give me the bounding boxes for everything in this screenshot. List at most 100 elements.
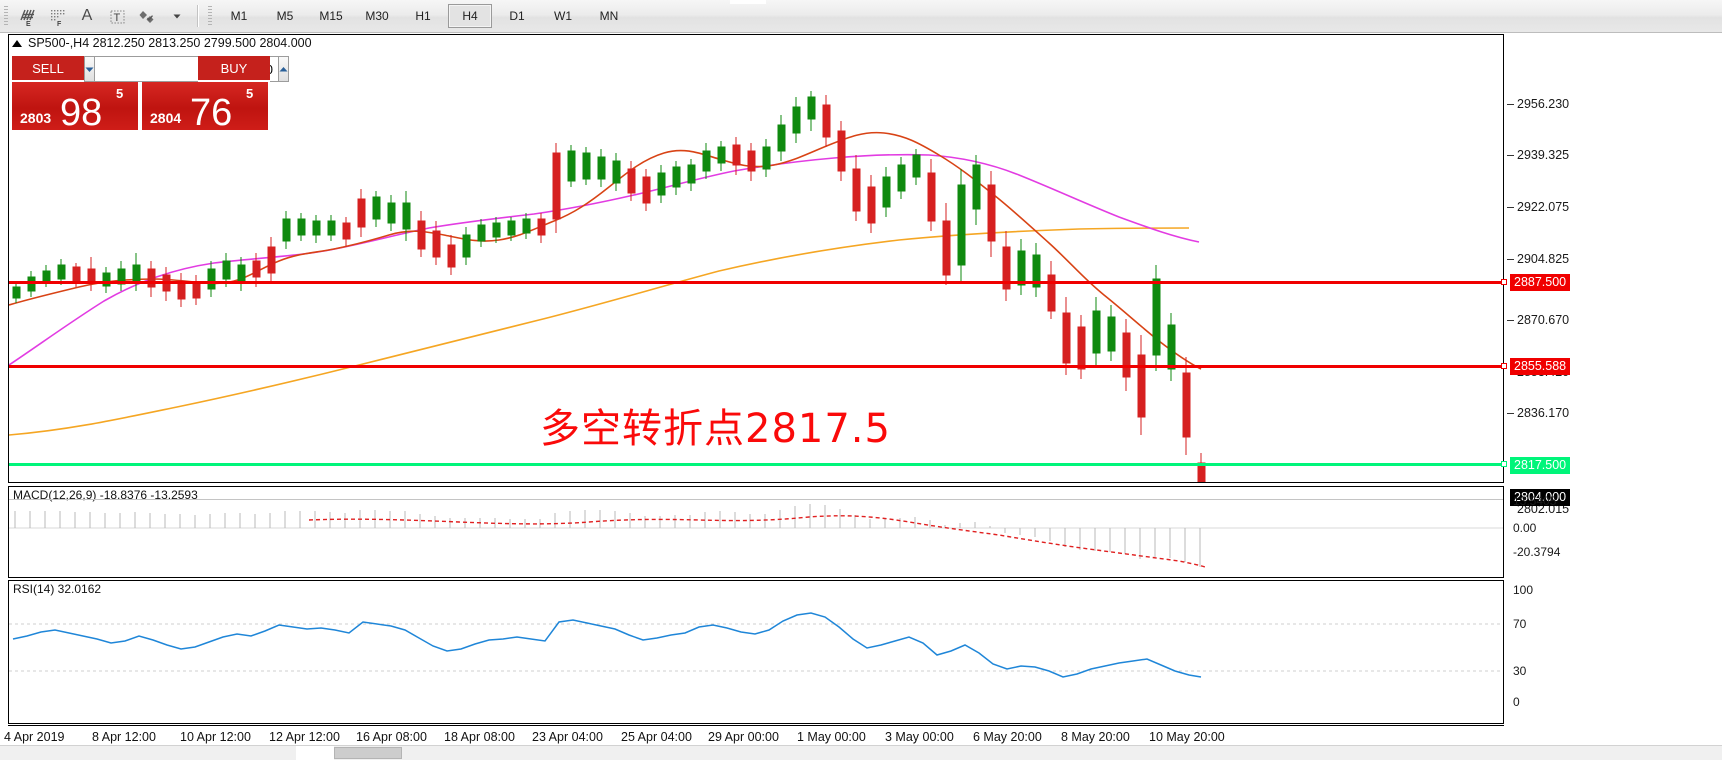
- svg-text:E: E: [26, 21, 31, 26]
- sell-price-major: 98: [60, 92, 103, 130]
- price-tick: [1507, 155, 1514, 156]
- buy-button[interactable]: BUY: [198, 56, 270, 82]
- timeframe-h1[interactable]: H1: [415, 9, 431, 23]
- timeframe-m30[interactable]: M30: [365, 9, 389, 23]
- macd-panel[interactable]: MACD(12,26,9) -18.8376 -13.2593: [8, 486, 1560, 578]
- timeframe-mn[interactable]: MN: [599, 9, 619, 23]
- level-line-2855[interactable]: [9, 363, 1507, 369]
- text-label-icon[interactable]: A: [81, 7, 93, 24]
- ma-slow-line: [9, 227, 1190, 436]
- ma-mid-line: [9, 153, 1200, 366]
- main-toolbar: E F A T M1 M5 M15: [0, 0, 1722, 33]
- macd-scale-label: 0.00: [1513, 521, 1537, 535]
- volume-up-icon[interactable]: [278, 56, 289, 82]
- date-axis-label: 8 Apr 12:00: [92, 730, 156, 744]
- price-axis-label: 2922.075: [1517, 200, 1570, 214]
- level-line-2804-current: [9, 499, 1503, 500]
- date-axis-label: 3 May 00:00: [885, 730, 954, 744]
- buy-price-integer: 2804: [150, 110, 182, 126]
- price-tick: [1507, 104, 1514, 105]
- one-click-top-row: SELL BUY: [12, 56, 289, 82]
- price-axis-label: 2904.825: [1517, 252, 1570, 266]
- current-price-tag[interactable]: 2804.000: [1510, 489, 1571, 506]
- buy-price-major: 76: [190, 92, 233, 130]
- symbol-ohlc-text: SP500-,H4 2812.250 2813.250 2799.500 280…: [28, 36, 312, 50]
- one-click-trading-panel[interactable]: SELL BUY 2803 98 5 2804 76 5: [12, 56, 289, 130]
- date-axis-label: 29 Apr 00:00: [708, 730, 779, 744]
- toolbar-notch: [730, 0, 766, 4]
- date-axis-label: 18 Apr 08:00: [444, 730, 515, 744]
- macd-scale-label: 13.5405: [1513, 494, 1557, 508]
- toolbar-separator: [197, 5, 199, 27]
- toolbar-grip[interactable]: [4, 6, 8, 26]
- sell-price-fraction: 5: [116, 86, 124, 101]
- rsi-scale-label: 0: [1513, 695, 1520, 709]
- rsi-panel[interactable]: RSI(14) 32.0162 100 70 30 0: [8, 580, 1533, 724]
- price-axis[interactable]: 2956.230 2939.325 2922.075 2904.825 2870…: [1505, 34, 1714, 516]
- text-box-icon[interactable]: T: [102, 1, 132, 31]
- sell-price-integer: 2803: [20, 110, 52, 126]
- expert-advisors-icon[interactable]: E: [12, 1, 42, 31]
- price-tick: [1507, 413, 1514, 414]
- support-level-tag[interactable]: 2855.588: [1510, 358, 1571, 375]
- sell-price-display[interactable]: 2803 98 5: [12, 82, 138, 130]
- date-axis-label: 25 Apr 04:00: [621, 730, 692, 744]
- resistance-level-tag[interactable]: 2887.500: [1510, 274, 1571, 291]
- objects-icon[interactable]: [132, 1, 162, 31]
- macd-signal-line: [308, 515, 1206, 568]
- price-axis-label: 2836.170: [1517, 406, 1570, 420]
- timeframe-d1[interactable]: D1: [509, 9, 525, 23]
- scrollbar-thumb[interactable]: [334, 747, 402, 759]
- macd-scale: 13.5405 0.00 -20.3794: [1505, 487, 1714, 577]
- symbol-ohlc-bar: SP500-,H4 2812.250 2813.250 2799.500 280…: [8, 34, 1714, 52]
- date-axis-label: 8 May 20:00: [1061, 730, 1130, 744]
- timeframe-w1[interactable]: W1: [554, 9, 572, 23]
- price-axis-label: 2956.230: [1517, 97, 1570, 111]
- buy-price-fraction: 5: [246, 86, 254, 101]
- volume-stepper[interactable]: [84, 56, 289, 82]
- timeframe-grip[interactable]: [208, 6, 212, 26]
- timeframe-m1[interactable]: M1: [230, 9, 248, 23]
- chart-annotation-text[interactable]: 多空转折点2817.5: [540, 406, 891, 452]
- svg-text:T: T: [113, 12, 120, 24]
- rsi-line: [12, 612, 1202, 678]
- buy-price-display[interactable]: 2804 76 5: [142, 82, 268, 130]
- chart-window[interactable]: 多空转折点2817.5 SP500-,H4 2812.250 2813.250 …: [4, 34, 1714, 744]
- macd-scale-label: -20.3794: [1513, 545, 1561, 559]
- date-axis[interactable]: 4 Apr 2019 8 Apr 12:00 10 Apr 12:00 12 A…: [4, 725, 1504, 750]
- rsi-scale-label: 30: [1513, 664, 1527, 678]
- price-axis-label: 2939.325: [1517, 148, 1570, 162]
- horizontal-scrollbar[interactable]: [0, 745, 1722, 760]
- date-axis-label: 23 Apr 04:00: [532, 730, 603, 744]
- date-axis-label: 10 Apr 12:00: [180, 730, 251, 744]
- price-tick: [1507, 320, 1514, 321]
- level-line-2887[interactable]: [9, 279, 1507, 285]
- rsi-scale-label: 70: [1513, 617, 1527, 631]
- price-tick: [1507, 259, 1514, 260]
- level-line-2817[interactable]: [9, 461, 1507, 467]
- rsi-scale: 100 70 30 0: [1505, 581, 1714, 723]
- price-chart-canvas: [9, 91, 1206, 482]
- macd-title: MACD(12,26,9) -18.8376 -13.2593: [13, 488, 198, 502]
- collapse-triangle-icon[interactable]: [12, 39, 22, 47]
- rsi-scale-label: 100: [1513, 583, 1534, 597]
- date-axis-label: 6 May 20:00: [973, 730, 1042, 744]
- objects-dropdown-icon[interactable]: [162, 1, 192, 31]
- sell-button[interactable]: SELL: [12, 56, 84, 82]
- date-axis-label: 10 May 20:00: [1149, 730, 1225, 744]
- svg-text:F: F: [57, 21, 62, 26]
- price-axis-label: 2870.670: [1517, 313, 1570, 327]
- indicators-list-icon[interactable]: F: [42, 1, 72, 31]
- date-axis-label: 16 Apr 08:00: [356, 730, 427, 744]
- volume-down-icon[interactable]: [84, 56, 95, 82]
- pivot-level-tag[interactable]: 2817.500: [1510, 457, 1571, 474]
- rsi-title: RSI(14) 32.0162: [13, 582, 102, 596]
- timeframe-h4[interactable]: H4: [448, 4, 492, 28]
- date-axis-label: 12 Apr 12:00: [269, 730, 340, 744]
- macd-canvas: [9, 504, 1503, 568]
- timeframe-m15[interactable]: M15: [319, 9, 343, 23]
- scrollbar-track-marker: [296, 746, 334, 760]
- date-axis-label: 4 Apr 2019: [4, 730, 65, 744]
- timeframe-m5[interactable]: M5: [276, 9, 294, 23]
- price-tick: [1507, 207, 1514, 208]
